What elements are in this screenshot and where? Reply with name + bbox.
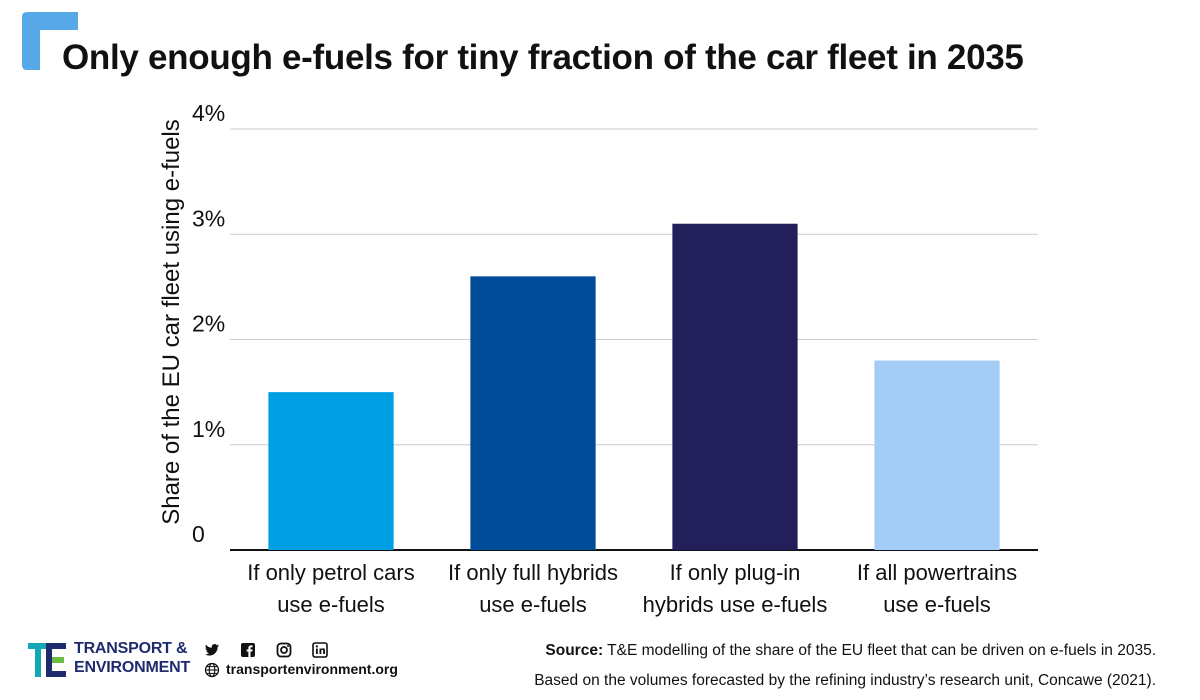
transport-environment-logo: TRANSPORT & ENVIRONMENT bbox=[28, 640, 203, 682]
bar-3 bbox=[672, 223, 798, 550]
source-line-1: Source: T&E modelling of the share of th… bbox=[396, 636, 1156, 666]
corner-accent-shape bbox=[22, 12, 78, 70]
y-tick-label: 4% bbox=[192, 100, 225, 126]
x-tick-label: use e-fuels bbox=[883, 592, 991, 617]
bars bbox=[268, 223, 1000, 550]
website-link[interactable]: transportenvironment.org bbox=[226, 661, 398, 677]
logo-text-line-1: TRANSPORT & bbox=[74, 640, 188, 657]
y-tick-label: 1% bbox=[192, 416, 225, 442]
bar-2 bbox=[470, 276, 596, 550]
source-line-2: Based on the volumes forecasted by the r… bbox=[534, 672, 1156, 689]
x-tick-label: If only full hybrids bbox=[448, 560, 618, 585]
chart-title: Only enough e-fuels for tiny fraction of… bbox=[62, 38, 1024, 77]
source-label: Source: bbox=[545, 642, 604, 659]
x-tick-label: hybrids use e-fuels bbox=[643, 592, 828, 617]
source-note: Source: T&E modelling of the share of th… bbox=[396, 636, 1156, 696]
x-tick-label: use e-fuels bbox=[479, 592, 587, 617]
y-tick-label: 0 bbox=[192, 521, 205, 547]
source-text: T&E modelling of the share of the EU fle… bbox=[607, 642, 1156, 659]
twitter-icon[interactable] bbox=[204, 642, 220, 658]
y-axis-label: Share of the EU car fleet using e-fuels bbox=[158, 119, 185, 525]
y-tick-label: 3% bbox=[192, 205, 225, 231]
x-tick-label: If only plug-in bbox=[670, 560, 801, 585]
x-tick-labels: If only petrol cars use e-fuels If only fu… bbox=[247, 560, 1017, 617]
y-tick-labels: 0 1% 2% 3% 4% bbox=[192, 100, 225, 547]
instagram-icon[interactable] bbox=[276, 642, 292, 658]
bar-1 bbox=[268, 392, 394, 550]
globe-icon bbox=[204, 662, 220, 678]
bar-4 bbox=[874, 360, 1000, 550]
social-links: transportenvironment.org bbox=[204, 640, 404, 684]
facebook-icon[interactable] bbox=[240, 642, 256, 658]
linkedin-icon[interactable] bbox=[312, 642, 328, 658]
y-tick-label: 2% bbox=[192, 311, 225, 337]
x-tick-label: use e-fuels bbox=[277, 592, 385, 617]
te-logo-icon bbox=[28, 643, 66, 677]
corner-accent-mark bbox=[22, 12, 78, 70]
x-tick-label: If all powertrains bbox=[857, 560, 1017, 585]
logo-text-line-2: ENVIRONMENT bbox=[74, 659, 191, 676]
x-tick-label: If only petrol cars bbox=[247, 560, 415, 585]
